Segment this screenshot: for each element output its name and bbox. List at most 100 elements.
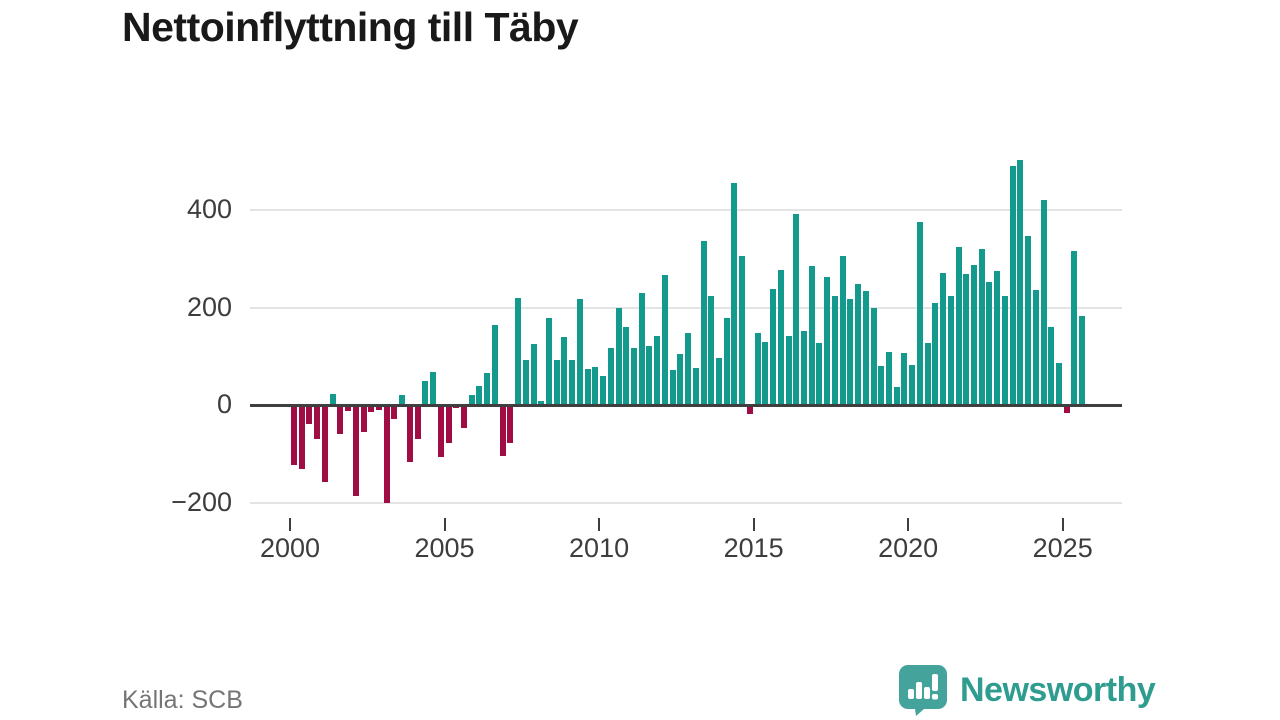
bar-2024-Q3 bbox=[1048, 327, 1055, 405]
bar-2018-Q3 bbox=[862, 291, 869, 405]
x-tick-2020 bbox=[907, 518, 910, 531]
bar-2003-Q3 bbox=[399, 395, 406, 405]
bar-2020-Q4 bbox=[932, 302, 939, 405]
bar-2016-Q1 bbox=[785, 336, 792, 405]
bar-2001-Q3 bbox=[337, 405, 344, 434]
bar-2005-Q1 bbox=[445, 405, 452, 444]
bar-2016-Q4 bbox=[808, 266, 815, 405]
bar-2019-Q2 bbox=[885, 351, 892, 405]
bar-2015-Q4 bbox=[777, 269, 784, 405]
bar-2007-Q4 bbox=[530, 344, 537, 405]
page-title: Nettoinflyttning till Täby bbox=[122, 4, 579, 50]
bar-chart: 2000 2005 2010 2015 2020 2025 bbox=[250, 155, 1122, 575]
bar-2017-Q4 bbox=[839, 256, 846, 405]
bar-2006-Q2 bbox=[484, 373, 491, 405]
x-tick-2005 bbox=[443, 518, 446, 531]
y-tick-label-400: 400 bbox=[186, 194, 232, 224]
bar-2024-Q4 bbox=[1055, 362, 1062, 405]
bar-2022-Q1 bbox=[970, 265, 977, 405]
bar-2022-Q3 bbox=[986, 281, 993, 405]
y-tick-label-200: 200 bbox=[186, 291, 232, 322]
bar-2020-Q2 bbox=[916, 221, 923, 405]
bar-2013-Q4 bbox=[715, 358, 722, 405]
bar-2010-Q3 bbox=[615, 307, 622, 405]
x-tick-2015 bbox=[752, 518, 755, 531]
bar-2015-Q1 bbox=[754, 332, 761, 405]
bar-2004-Q4 bbox=[437, 405, 444, 458]
bar-2009-Q2 bbox=[576, 298, 583, 405]
bar-2013-Q2 bbox=[700, 240, 707, 405]
bar-2005-Q4 bbox=[468, 395, 475, 405]
bar-2010-Q4 bbox=[623, 327, 630, 405]
bar-2012-Q1 bbox=[661, 275, 668, 405]
bar-2008-Q4 bbox=[561, 337, 568, 405]
x-tick-label-2005: 2005 bbox=[414, 533, 475, 563]
newsworthy-wordmark: Newsworthy bbox=[960, 670, 1156, 709]
bar-2016-Q3 bbox=[800, 330, 807, 405]
x-tick-label-2025: 2025 bbox=[1032, 533, 1093, 563]
bar-2025-Q3 bbox=[1079, 315, 1086, 405]
bar-2021-Q4 bbox=[963, 274, 970, 405]
bar-2019-Q3 bbox=[893, 387, 900, 405]
bar-2008-Q2 bbox=[545, 318, 552, 405]
bar-2010-Q2 bbox=[607, 347, 614, 405]
bar-2023-Q3 bbox=[1017, 160, 1024, 405]
bar-2022-Q4 bbox=[994, 270, 1001, 405]
newsworthy-speech-bubble-bar-chart-icon bbox=[899, 665, 947, 716]
bar-2012-Q4 bbox=[685, 332, 692, 405]
bar-2008-Q1 bbox=[538, 401, 545, 405]
x-tick-label-2015: 2015 bbox=[723, 533, 784, 563]
bar-2000-Q3 bbox=[306, 405, 313, 424]
bar-2014-Q4 bbox=[746, 405, 753, 414]
bar-2001-Q1 bbox=[321, 405, 328, 482]
bar-2021-Q2 bbox=[947, 296, 954, 405]
bar-2023-Q1 bbox=[1001, 295, 1008, 405]
bar-2002-Q2 bbox=[360, 405, 367, 432]
bar-2021-Q3 bbox=[955, 247, 962, 405]
bar-2016-Q2 bbox=[793, 214, 800, 405]
bar-2023-Q2 bbox=[1009, 166, 1016, 405]
bar-2002-Q3 bbox=[368, 405, 375, 412]
bar-2020-Q1 bbox=[909, 365, 916, 405]
x-tick-label-2000: 2000 bbox=[259, 533, 321, 563]
bar-2024-Q1 bbox=[1032, 289, 1039, 405]
bar-2013-Q3 bbox=[708, 296, 715, 405]
x-tick-label-2010: 2010 bbox=[569, 533, 630, 563]
bar-2009-Q4 bbox=[592, 366, 599, 405]
bar-2004-Q1 bbox=[414, 405, 421, 439]
bar-2017-Q2 bbox=[824, 277, 831, 405]
bar-2009-Q3 bbox=[584, 368, 591, 405]
x-tick-2000 bbox=[289, 518, 291, 531]
bar-2018-Q1 bbox=[847, 299, 854, 405]
x-axis-line bbox=[250, 403, 1122, 407]
bar-2019-Q1 bbox=[878, 365, 885, 405]
bar-2001-Q4 bbox=[345, 405, 352, 411]
bar-2004-Q3 bbox=[430, 372, 437, 405]
bar-2000-Q1 bbox=[291, 405, 297, 466]
x-tick-2010 bbox=[598, 518, 601, 531]
x-tick-label-2020: 2020 bbox=[878, 533, 939, 563]
bar-2003-Q1 bbox=[383, 405, 390, 503]
bar-2000-Q2 bbox=[298, 405, 305, 469]
bar-2014-Q3 bbox=[739, 256, 746, 405]
bar-2007-Q2 bbox=[515, 298, 522, 405]
bar-2025-Q1 bbox=[1063, 405, 1070, 413]
bar-2015-Q3 bbox=[770, 288, 777, 405]
bar-2009-Q1 bbox=[569, 360, 576, 405]
bar-2002-Q4 bbox=[375, 405, 382, 410]
bar-2006-Q1 bbox=[476, 385, 483, 405]
bar-2022-Q2 bbox=[978, 249, 985, 405]
bar-2018-Q2 bbox=[855, 284, 862, 405]
bar-2019-Q4 bbox=[901, 352, 908, 405]
gridline-400 bbox=[250, 209, 1122, 211]
bar-2006-Q3 bbox=[491, 325, 498, 405]
bar-2012-Q2 bbox=[669, 369, 676, 405]
bar-2014-Q2 bbox=[731, 183, 738, 405]
bar-2000-Q4 bbox=[314, 405, 321, 439]
y-tick-label-0: 0 bbox=[216, 389, 232, 419]
bar-2017-Q1 bbox=[816, 342, 823, 405]
gridline-200 bbox=[250, 306, 1122, 309]
bar-2010-Q1 bbox=[600, 376, 607, 405]
bar-2007-Q1 bbox=[507, 405, 514, 444]
bar-2007-Q3 bbox=[522, 360, 529, 405]
